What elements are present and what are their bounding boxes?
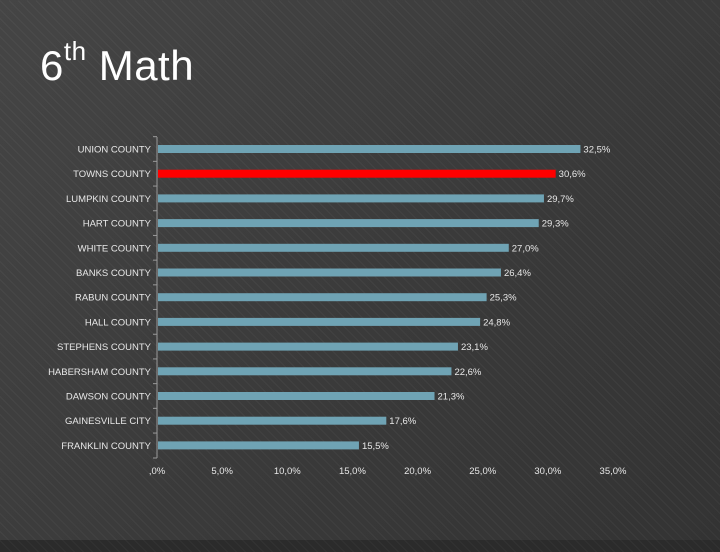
x-tick-label: ,0%	[149, 466, 166, 477]
bar	[158, 342, 458, 351]
x-tick-label: 30,0%	[534, 466, 561, 477]
x-tick-label: 20,0%	[404, 466, 431, 477]
value-label: 29,7%	[547, 194, 574, 205]
value-label: 27,0%	[512, 243, 539, 254]
category-label: HABERSHAM COUNTY	[48, 367, 152, 378]
x-tick-label: 5,0%	[211, 466, 233, 477]
value-label: 30,6%	[559, 169, 586, 180]
category-label: DAWSON COUNTY	[66, 392, 152, 403]
bar	[158, 293, 487, 302]
x-tick-label: 35,0%	[600, 466, 627, 477]
category-label: RABUN COUNTY	[75, 293, 152, 304]
x-tick-label: 15,0%	[339, 466, 366, 477]
value-label: 29,3%	[542, 219, 569, 230]
category-label: BANKS COUNTY	[76, 268, 152, 279]
category-label: WHITE COUNTY	[78, 243, 152, 254]
value-label: 17,6%	[389, 416, 416, 427]
bar	[158, 367, 452, 376]
bar-highlighted	[158, 169, 556, 178]
value-label: 32,5%	[583, 145, 610, 156]
bar	[158, 392, 435, 400]
x-tick-label: 10,0%	[274, 466, 301, 477]
bar	[158, 317, 481, 326]
bar	[158, 441, 359, 450]
bar	[158, 194, 544, 203]
value-label: 26,4%	[504, 268, 531, 279]
title-superscript: th	[63, 36, 87, 66]
slide-title: 6th Math	[40, 36, 195, 90]
category-label: STEPHENS COUNTY	[57, 342, 152, 353]
title-text: Math	[86, 42, 195, 89]
category-label: UNION COUNTY	[78, 145, 152, 156]
bar	[158, 416, 387, 425]
value-label: 15,5%	[362, 441, 389, 452]
value-label: 25,3%	[490, 293, 517, 304]
bar	[158, 219, 539, 228]
bar-chart: UNION COUNTY 32,5% TOWNS COUNTY 30,6% LUMPKI…	[48, 136, 627, 477]
value-label: 23,1%	[461, 342, 488, 353]
value-label: 21,3%	[438, 392, 465, 403]
value-label: 24,8%	[483, 317, 510, 328]
x-tick-label: 25,0%	[469, 466, 496, 477]
bar	[158, 243, 509, 252]
category-label: HALL COUNTY	[85, 317, 152, 328]
category-label: HART COUNTY	[83, 219, 152, 230]
category-label: TOWNS COUNTY	[73, 169, 152, 180]
bar	[158, 268, 501, 277]
bar	[158, 145, 581, 153]
category-label: LUMPKIN COUNTY	[66, 194, 152, 205]
category-label: GAINESVILLE CITY	[65, 416, 152, 427]
title-number: 6	[40, 42, 64, 89]
category-label: FRANKLIN COUNTY	[61, 441, 151, 452]
value-label: 22,6%	[454, 367, 481, 378]
